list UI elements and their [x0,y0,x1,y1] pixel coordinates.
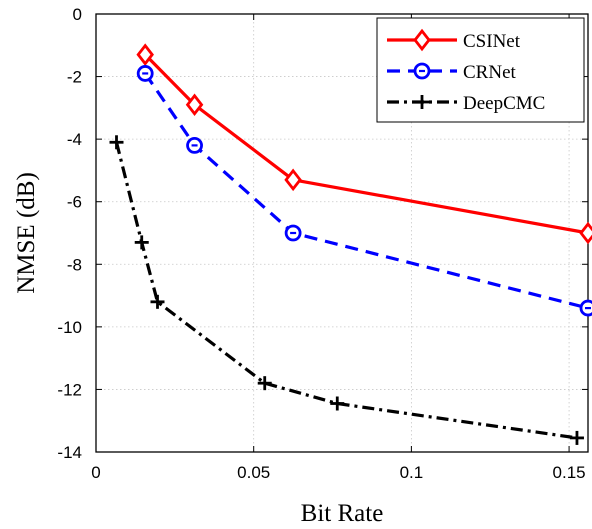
y-tick-label: -4 [67,130,82,149]
y-tick-label: -12 [57,380,82,399]
y-axis-label: NMSE (dB) [13,172,40,294]
data-point [569,430,584,445]
series-crnet [136,65,592,317]
legend: CSINet CRNet DeepCMC [376,17,585,123]
y-tick-label: -6 [67,193,82,212]
data-point [579,221,592,245]
x-axis-label: Bit Rate [301,500,384,527]
data-point [257,376,272,391]
x-tick-label: 0.05 [237,463,270,482]
y-tick-label: -10 [57,318,82,337]
diamond-marker [284,168,302,192]
series-layer [109,43,592,445]
y-tick-label: 0 [73,5,82,24]
series-deepcmc [109,135,584,445]
legend-entry: CSINet [387,28,521,52]
x-tick-label: 0.15 [553,463,586,482]
data-point [150,294,165,309]
diamond-marker [185,93,204,117]
y-tick-label: -2 [67,68,82,87]
diamond-marker [413,28,431,52]
data-point [134,235,149,250]
data-point [109,135,124,150]
data-point [284,224,302,242]
series-line [143,72,589,310]
legend-label: CRNet [463,62,517,83]
data-point [330,396,345,411]
series-csinet [136,43,592,245]
data-point [136,43,154,66]
axis-ticks: 0 0.05 0.1 0.15 0 -2 -4 -6 -8 -10 -12 -14 [57,5,588,482]
diamond-marker [136,43,154,66]
legend-label: CSINet [463,31,521,52]
legend-label: DeepCMC [463,93,545,114]
legend-entry: DeepCMC [387,93,545,114]
data-point [186,136,203,154]
data-point [185,93,204,117]
series-line [114,141,578,440]
series-line [144,53,589,235]
y-tick-label: -14 [57,443,82,462]
data-point [284,168,302,192]
x-tick-label: 0.1 [400,463,424,482]
y-tick-label: -8 [67,255,82,274]
legend-entry: CRNet [387,62,517,83]
x-tick-label: 0 [91,463,100,482]
diamond-marker [579,221,592,245]
data-point [579,299,592,317]
data-point [136,65,154,82]
